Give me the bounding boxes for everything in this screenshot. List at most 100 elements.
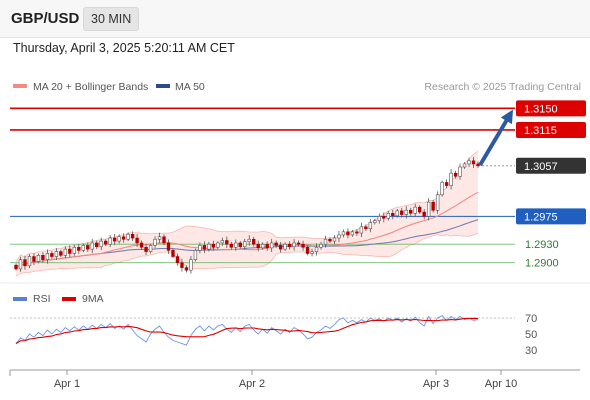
ma50-legend-swatch	[156, 84, 170, 88]
candle-body	[166, 242, 171, 251]
projection-arrow-head	[500, 109, 513, 125]
candle-body	[346, 231, 350, 236]
candle-body	[243, 241, 247, 247]
candle-body	[261, 243, 265, 249]
candle-body	[148, 245, 153, 252]
candle-body	[323, 238, 328, 245]
candle-body	[283, 243, 287, 250]
timeframe-button[interactable]: 30 MIN	[83, 7, 140, 31]
candle-body	[400, 210, 404, 215]
bollinger-upper-line	[15, 150, 479, 262]
candle-body	[50, 253, 54, 257]
candle-body	[72, 246, 77, 254]
rsi-tick-label: 70	[525, 313, 537, 325]
candle-body	[144, 246, 148, 252]
candle-body	[413, 206, 417, 214]
resistance-tag-label: 1.3115	[524, 125, 557, 137]
time-axis-label: Apr 3	[423, 378, 449, 390]
candle-body	[444, 182, 449, 186]
candle-body	[63, 248, 68, 256]
candle-body	[68, 248, 72, 254]
candle-body	[467, 160, 471, 165]
candle-body	[296, 242, 301, 245]
candle-body	[220, 240, 225, 244]
resistance-tag	[516, 100, 586, 117]
pair-title: GBP/USD	[11, 10, 80, 27]
candle-body	[278, 245, 283, 250]
candle-body	[126, 234, 130, 240]
candle-body	[117, 236, 121, 242]
candle-body	[171, 250, 175, 257]
candle-body	[431, 201, 435, 211]
candle-body	[426, 201, 431, 217]
time-axis-label: Apr 2	[239, 378, 265, 390]
ma20-line	[15, 191, 479, 270]
candle-body	[162, 236, 166, 244]
candle-body	[59, 251, 63, 256]
candle-body	[453, 172, 458, 177]
support-label: 1.2930	[525, 239, 559, 251]
candle-body	[41, 255, 45, 260]
time-axis-label: Apr 1	[54, 378, 80, 390]
price-panel: 1.3150 1.3115 1.3057 1.2975 1.2930 1.2900	[10, 100, 586, 277]
candle-body	[216, 242, 220, 248]
rsi-ma-legend-label: 9MA	[82, 293, 104, 305]
candle-body	[189, 259, 193, 271]
candle-body	[301, 243, 305, 248]
ma20-legend-label: MA 20 + Bollinger Bands	[33, 81, 148, 93]
candle-body	[328, 238, 332, 242]
candle-body	[207, 243, 211, 250]
candle-body	[180, 262, 184, 268]
candle-body	[238, 242, 242, 247]
rsi-tick-label: 30	[525, 345, 537, 357]
rsi-panel: 70 50 30	[10, 313, 537, 357]
candle-body	[153, 238, 157, 246]
rsi-line	[15, 315, 479, 346]
candle-body	[18, 259, 23, 270]
candle-body	[247, 238, 251, 243]
pivot-tag-label: 1.2975	[524, 211, 558, 223]
credit-label: Research © 2025 Trading Central	[424, 81, 581, 93]
candle-body	[193, 250, 198, 260]
candle-body	[310, 251, 314, 254]
candle-body	[211, 243, 216, 248]
pivot-tag	[516, 208, 586, 225]
candle-body	[90, 242, 94, 250]
header-bar: GBP/USD 30 MIN	[0, 0, 590, 38]
ma50-legend-label: MA 50	[175, 81, 205, 93]
rsi-legend-swatch	[13, 297, 27, 301]
candle-body	[471, 160, 476, 165]
candle-body	[256, 243, 260, 249]
candle-body	[99, 240, 103, 247]
rsi-tick-label: 50	[525, 329, 537, 341]
candle-body	[435, 194, 440, 211]
candle-body	[157, 236, 162, 240]
candle-body	[462, 163, 467, 168]
candle-body	[476, 163, 480, 167]
rsi-ma-line	[15, 317, 479, 345]
current-price-label: 1.3057	[524, 161, 558, 173]
candle-body	[104, 240, 108, 245]
candle-body	[139, 242, 144, 248]
resistance-tag-label: 1.3150	[524, 103, 558, 115]
candle-body	[184, 267, 189, 271]
candle-body	[77, 246, 81, 251]
candle-body	[449, 172, 453, 186]
candle-body	[229, 243, 233, 248]
rsi-legend-label: RSI	[33, 293, 51, 305]
candle-body	[314, 246, 319, 252]
candle-body	[417, 206, 422, 213]
candle-body	[202, 245, 207, 250]
candle-body	[332, 237, 337, 242]
candle-body	[81, 245, 85, 251]
candle-body	[252, 238, 256, 245]
candle-body	[95, 242, 99, 247]
candle-body	[341, 231, 346, 236]
candle-body	[368, 222, 373, 230]
candle-body	[350, 231, 355, 236]
candle-body	[54, 251, 59, 257]
candle-body	[409, 209, 413, 214]
candle-body	[305, 246, 310, 254]
candle-body	[377, 216, 382, 222]
